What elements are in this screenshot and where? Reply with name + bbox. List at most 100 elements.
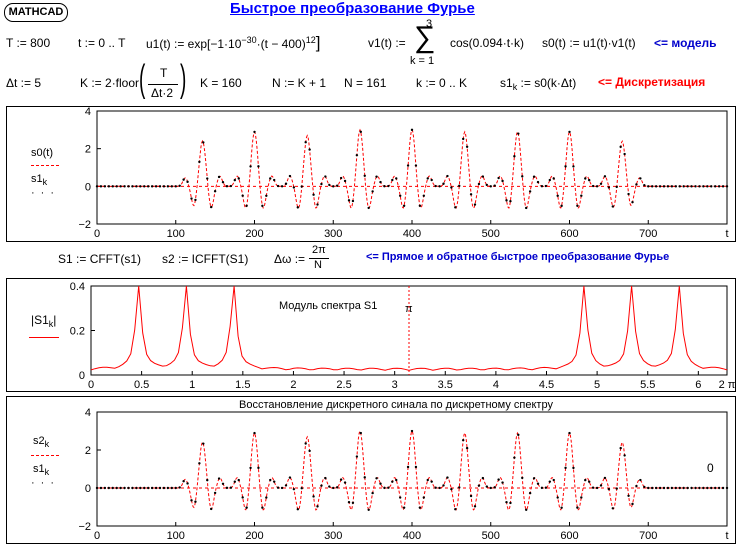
sample-point xyxy=(485,183,489,187)
sample-point xyxy=(123,486,126,490)
sample-point xyxy=(198,160,201,164)
legend-s0: s0(t) xyxy=(31,147,53,159)
sample-point xyxy=(339,176,343,180)
y-tick-label: 0 xyxy=(79,370,85,382)
sample-point xyxy=(233,480,237,483)
sample-point xyxy=(702,486,705,490)
sample-point xyxy=(115,486,118,490)
sample-point xyxy=(717,486,721,490)
x-tick-label: 200 xyxy=(245,228,263,240)
sample-point xyxy=(556,496,559,499)
dw-frac-top: 2π xyxy=(312,244,326,256)
sample-point xyxy=(678,185,681,188)
chart-panel-signal[interactable]: s0(t) s1k ··· 4 2 0 −2 0 100 200 300 400 500 600 70… xyxy=(6,106,736,242)
sample-point xyxy=(607,487,611,491)
chart-panel-reconstruction[interactable]: Восстановление дискретного синала по дис… xyxy=(6,396,736,544)
sample-point xyxy=(359,130,363,134)
formula-k-range[interactable]: k := 0 .. K xyxy=(416,76,468,90)
x-tick-label: 2 xyxy=(290,379,296,391)
note-fft: <= Прямое и обратное быстрое преобразова… xyxy=(366,251,670,263)
legend-s1b-swatch: ··· xyxy=(31,477,60,489)
sample-point xyxy=(698,185,701,188)
value-K: K = 160 xyxy=(200,76,242,90)
formula-dw[interactable]: Δω := xyxy=(274,252,306,266)
pi-marker-label: π xyxy=(405,303,413,315)
x-tick-label: 300 xyxy=(324,228,342,240)
sample-point xyxy=(202,442,205,445)
sample-point xyxy=(194,198,197,202)
sample-point xyxy=(587,480,591,483)
sample-point xyxy=(174,185,177,188)
sample-point xyxy=(241,194,244,197)
x-tick-label: 500 xyxy=(482,530,500,542)
sample-point xyxy=(406,164,410,167)
formula-N-def[interactable]: N := K + 1 xyxy=(272,76,327,90)
series-line xyxy=(97,429,727,511)
formula-u1[interactable]: u1(t) := exp[−1·10−30·(t − 400)12] xyxy=(146,33,321,52)
sample-point xyxy=(564,466,567,470)
formula-K-def[interactable]: K := 2·floor xyxy=(80,76,140,90)
sample-point xyxy=(379,482,382,485)
sample-point xyxy=(154,185,158,188)
sample-point xyxy=(717,185,721,188)
sample-point xyxy=(146,486,150,490)
reconstruction-title: Восстановление дискретного синала по дис… xyxy=(239,399,553,411)
sample-point xyxy=(686,486,689,490)
chart-reconstruction-plot: 420−20 100 200 300 400 500 600 700 t xyxy=(78,407,729,542)
sample-point xyxy=(395,478,398,482)
sample-point xyxy=(414,164,418,167)
sample-point xyxy=(320,484,323,487)
sample-point xyxy=(568,130,571,134)
sample-point xyxy=(146,185,150,188)
formula-S1[interactable]: S1 := CFFT(s1) xyxy=(58,252,142,266)
formula-dt[interactable]: Δt := 5 xyxy=(6,76,42,90)
sample-point xyxy=(513,155,516,158)
sample-point xyxy=(324,175,327,178)
legend-s2-swatch xyxy=(31,455,59,456)
sample-point xyxy=(111,486,114,490)
sample-point xyxy=(107,486,111,490)
sample-point xyxy=(103,185,107,188)
sample-point xyxy=(143,486,146,490)
sample-point xyxy=(292,186,296,189)
formula-t-range[interactable]: t := 0 .. T xyxy=(78,36,126,50)
sample-point xyxy=(501,179,504,183)
frac-bottom: Δt·2 xyxy=(151,86,174,100)
sample-point xyxy=(643,485,646,489)
sample-point xyxy=(426,177,429,180)
sample-point xyxy=(540,486,544,490)
formula-v1[interactable]: v1(t) := xyxy=(368,36,406,50)
formula-s2[interactable]: s2 := ICFFT(S1) xyxy=(162,252,249,266)
formula-T[interactable]: T := 800 xyxy=(6,36,51,50)
sample-point xyxy=(599,182,603,186)
sample-point xyxy=(442,182,445,185)
formula-s1[interactable]: s1k := s0(k·Δt) xyxy=(500,76,577,92)
x-tick-label: 300 xyxy=(324,530,342,542)
plot-frame xyxy=(96,110,728,225)
x-axis-var-label: t xyxy=(725,228,728,240)
chart-panel-spectrum[interactable]: |S1k| Модуль спектра S1 π 0.4 0.2 0 0 0.5 1 1.… xyxy=(6,278,736,392)
sample-point xyxy=(312,495,315,498)
sample-point xyxy=(300,487,303,490)
legend-s0-swatch xyxy=(31,165,59,166)
sample-point xyxy=(347,500,351,504)
sample-point xyxy=(528,491,532,495)
plot-frame xyxy=(96,411,728,527)
chart-spectrum-plot: 0.4 0.2 00 0.5 1 1.5 2 2.5 3 3.5 4 4.5 5 5.5 6 2 π xyxy=(70,281,735,391)
sample-point xyxy=(371,190,374,193)
sample-point xyxy=(190,197,193,200)
sample-point xyxy=(99,185,103,188)
legend-s1: s1k xyxy=(31,173,48,187)
x-tick-label: 4 xyxy=(493,379,499,391)
sample-point xyxy=(623,454,626,457)
sample-point xyxy=(524,206,528,210)
sample-point xyxy=(198,462,201,465)
sample-point xyxy=(725,486,729,490)
sample-point xyxy=(402,506,406,509)
formula-s0[interactable]: s0(t) := u1(t)·v1(t) xyxy=(542,36,636,50)
sample-point xyxy=(591,486,595,489)
sample-point xyxy=(280,185,284,188)
sample-point xyxy=(174,486,177,490)
sample-point xyxy=(410,128,414,132)
x-tick-label: 0.5 xyxy=(134,379,149,391)
